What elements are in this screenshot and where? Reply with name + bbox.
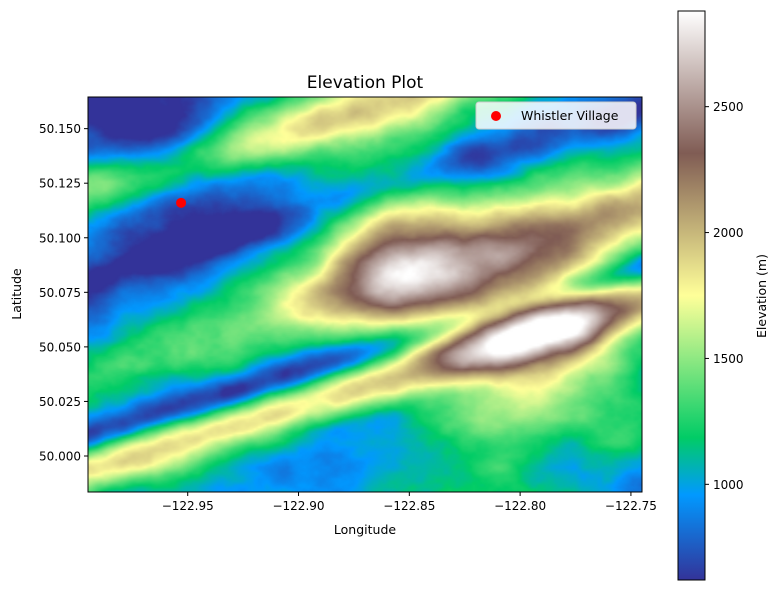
- colorbar-tick-label: 1000: [713, 478, 744, 492]
- plot-area: [87, 96, 643, 493]
- y-axis: 50.000 50.025 50.050 50.075 50.100 50.125 50.1…: [39, 122, 88, 463]
- y-tick-label: 50.075: [39, 286, 81, 300]
- colorbar: 1000 1500 2000 2500 Elevation (m): [677, 10, 769, 581]
- y-tick-label: 50.050: [39, 340, 81, 354]
- plot-frame: [87, 96, 643, 493]
- colorbar-ticks: 1000 1500 2000 2500: [705, 100, 744, 492]
- x-tick-label: −122.95: [162, 499, 214, 513]
- colorbar-gradient: [677, 10, 706, 581]
- x-axis-label: Longitude: [334, 522, 396, 537]
- legend-label: Whistler Village: [521, 108, 619, 123]
- y-tick-label: 50.025: [39, 395, 81, 409]
- legend-marker-icon: [491, 111, 501, 121]
- colorbar-tick-label: 2500: [713, 100, 744, 114]
- x-tick-label: −122.75: [605, 499, 657, 513]
- x-axis: −122.95 −122.90 −122.85 −122.80 −122.75: [162, 492, 657, 513]
- marker-layer: [176, 197, 187, 208]
- elevation-map: [88, 97, 642, 492]
- y-tick-label: 50.100: [39, 231, 81, 245]
- colorbar-tick-label: 1500: [713, 352, 744, 366]
- colorbar-label: Elevation (m): [754, 254, 769, 338]
- x-tick-label: −122.90: [272, 499, 324, 513]
- x-tick-label: −122.85: [383, 499, 435, 513]
- y-axis-label: Latitude: [9, 268, 24, 320]
- colorbar-tick-label: 2000: [713, 226, 744, 240]
- y-tick-label: 50.125: [39, 177, 81, 191]
- legend[interactable]: Whistler Village: [475, 101, 637, 130]
- chart-title: Elevation Plot: [307, 73, 424, 93]
- y-tick-label: 50.000: [39, 449, 81, 463]
- legend-box: [475, 101, 637, 130]
- whistler-village-marker[interactable]: [176, 197, 187, 208]
- x-tick-label: −122.80: [494, 499, 546, 513]
- y-tick-label: 50.150: [39, 122, 81, 136]
